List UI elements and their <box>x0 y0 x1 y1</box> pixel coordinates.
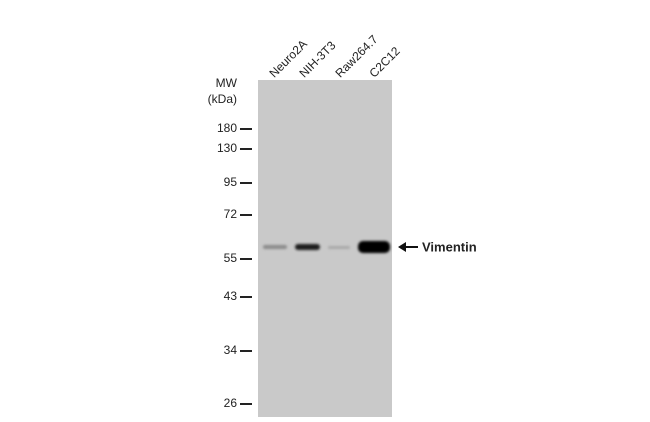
mw-unit: (kDa) <box>208 92 237 106</box>
bands <box>263 241 390 253</box>
marker-label: 130 <box>217 141 237 155</box>
band <box>295 244 320 250</box>
band <box>263 245 287 249</box>
arrow-head <box>398 242 406 252</box>
marker-label: 95 <box>224 175 238 189</box>
band <box>358 241 390 253</box>
marker-label: 55 <box>224 251 238 265</box>
band <box>328 246 350 249</box>
mw-label: MW <box>216 76 238 90</box>
marker-label: 180 <box>217 121 237 135</box>
marker-label: 43 <box>224 289 238 303</box>
marker-label: 72 <box>224 207 238 221</box>
marker-label: 26 <box>224 396 238 410</box>
target-label: Vimentin <box>422 239 477 254</box>
marker-label: 34 <box>224 343 238 357</box>
